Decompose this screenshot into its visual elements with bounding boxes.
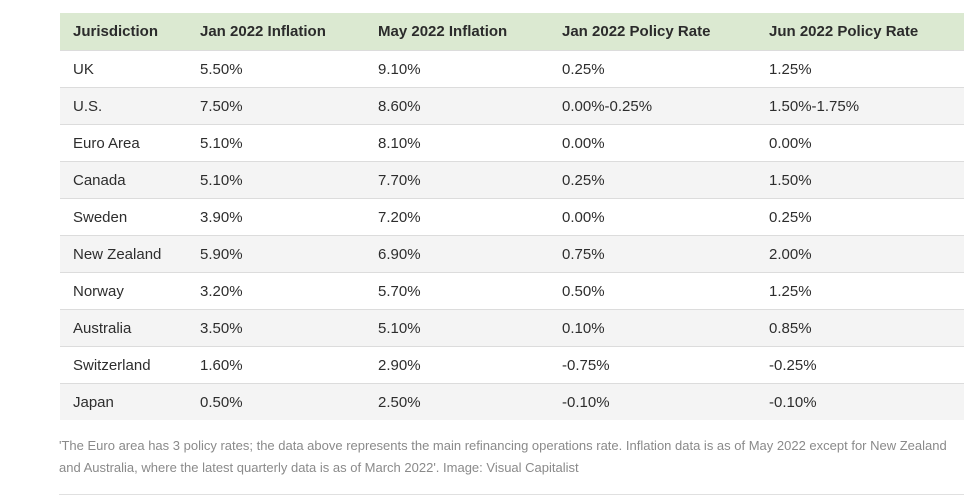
header-may-2022-inflation: May 2022 Inflation bbox=[378, 23, 508, 40]
table-row: U.S. 7.50% 8.60% 0.00%-0.25% 1.50%-1.75% bbox=[60, 87, 964, 125]
cell-may-inflation: 7.70% bbox=[365, 161, 549, 199]
table-row: UK 5.50% 9.10% 0.25% 1.25% bbox=[60, 50, 964, 88]
cell-jan-policy-rate: 0.25% bbox=[549, 50, 756, 88]
cell-jurisdiction: U.S. bbox=[60, 87, 187, 125]
cell-may-inflation: 2.50% bbox=[365, 383, 549, 420]
cell-may-inflation: 8.10% bbox=[365, 124, 549, 162]
inflation-policy-table-container: Jurisdiction Jan 2022 Inflation May 2022… bbox=[60, 13, 964, 420]
cell-jun-policy-rate: 2.00% bbox=[756, 235, 964, 273]
cell-jan-policy-rate: 0.25% bbox=[549, 161, 756, 199]
cell-may-inflation: 8.60% bbox=[365, 87, 549, 125]
cell-jan-policy-rate: 0.00% bbox=[549, 198, 756, 236]
cell-may-inflation: 2.90% bbox=[365, 346, 549, 384]
cell-jurisdiction: Sweden bbox=[60, 198, 187, 236]
cell-jan-inflation: 0.50% bbox=[187, 383, 365, 420]
cell-jurisdiction: Norway bbox=[60, 272, 187, 310]
table-body: UK 5.50% 9.10% 0.25% 1.25% U.S. 7.50% 8.… bbox=[60, 50, 964, 420]
cell-jun-policy-rate: 1.25% bbox=[756, 272, 964, 310]
cell-jan-policy-rate: -0.10% bbox=[549, 383, 756, 420]
cell-jun-policy-rate: 0.00% bbox=[756, 124, 964, 162]
cell-jan-inflation: 7.50% bbox=[187, 87, 365, 125]
table-row: Euro Area 5.10% 8.10% 0.00% 0.00% bbox=[60, 124, 964, 162]
table-row: Sweden 3.90% 7.20% 0.00% 0.25% bbox=[60, 198, 964, 236]
cell-jan-policy-rate: 0.00%-0.25% bbox=[549, 87, 756, 125]
cell-jurisdiction: Australia bbox=[60, 309, 187, 347]
cell-may-inflation: 6.90% bbox=[365, 235, 549, 273]
table-header-row: Jurisdiction Jan 2022 Inflation May 2022… bbox=[60, 13, 964, 51]
cell-jan-inflation: 3.20% bbox=[187, 272, 365, 310]
cell-jurisdiction: Canada bbox=[60, 161, 187, 199]
cell-jurisdiction: Japan bbox=[60, 383, 187, 420]
cell-jan-inflation: 5.10% bbox=[187, 161, 365, 199]
cell-jurisdiction: New Zealand bbox=[60, 235, 187, 273]
cell-jurisdiction: Switzerland bbox=[60, 346, 187, 384]
table-row: Australia 3.50% 5.10% 0.10% 0.85% bbox=[60, 309, 964, 347]
table-row: New Zealand 5.90% 6.90% 0.75% 2.00% bbox=[60, 235, 964, 273]
cell-jun-policy-rate: -0.25% bbox=[756, 346, 964, 384]
inflation-policy-table: Jurisdiction Jan 2022 Inflation May 2022… bbox=[60, 13, 964, 420]
cell-jurisdiction: UK bbox=[60, 50, 187, 88]
cell-jan-inflation: 5.90% bbox=[187, 235, 365, 273]
cell-jan-policy-rate: 0.50% bbox=[549, 272, 756, 310]
cell-jan-inflation: 5.10% bbox=[187, 124, 365, 162]
cell-may-inflation: 5.10% bbox=[365, 309, 549, 347]
table-row: Norway 3.20% 5.70% 0.50% 1.25% bbox=[60, 272, 964, 310]
cell-jun-policy-rate: -0.10% bbox=[756, 383, 964, 420]
section-divider bbox=[59, 494, 964, 495]
cell-jan-policy-rate: -0.75% bbox=[549, 346, 756, 384]
cell-jun-policy-rate: 1.25% bbox=[756, 50, 964, 88]
table-header: Jurisdiction Jan 2022 Inflation May 2022… bbox=[60, 13, 964, 51]
header-jan-2022-inflation: Jan 2022 Inflation bbox=[200, 23, 326, 40]
table-row: Switzerland 1.60% 2.90% -0.75% -0.25% bbox=[60, 346, 964, 384]
cell-jurisdiction: Euro Area bbox=[60, 124, 187, 162]
table-row: Canada 5.10% 7.70% 0.25% 1.50% bbox=[60, 161, 964, 199]
cell-jan-inflation: 5.50% bbox=[187, 50, 365, 88]
header-jun-2022-policy-rate: Jun 2022 Policy Rate bbox=[769, 23, 919, 40]
header-jan-2022-policy-rate: Jan 2022 Policy Rate bbox=[562, 23, 711, 40]
cell-jan-policy-rate: 0.00% bbox=[549, 124, 756, 162]
cell-jun-policy-rate: 1.50%-1.75% bbox=[756, 87, 964, 125]
cell-jan-inflation: 1.60% bbox=[187, 346, 365, 384]
cell-may-inflation: 5.70% bbox=[365, 272, 549, 310]
cell-may-inflation: 9.10% bbox=[365, 50, 549, 88]
cell-jun-policy-rate: 0.85% bbox=[756, 309, 964, 347]
cell-jan-policy-rate: 0.10% bbox=[549, 309, 756, 347]
cell-may-inflation: 7.20% bbox=[365, 198, 549, 236]
cell-jun-policy-rate: 1.50% bbox=[756, 161, 964, 199]
cell-jan-policy-rate: 0.75% bbox=[549, 235, 756, 273]
table-caption: 'The Euro area has 3 policy rates; the d… bbox=[59, 438, 947, 475]
table-row: Japan 0.50% 2.50% -0.10% -0.10% bbox=[60, 383, 964, 420]
cell-jan-inflation: 3.90% bbox=[187, 198, 365, 236]
header-jurisdiction: Jurisdiction bbox=[73, 23, 159, 40]
cell-jun-policy-rate: 0.25% bbox=[756, 198, 964, 236]
cell-jan-inflation: 3.50% bbox=[187, 309, 365, 347]
